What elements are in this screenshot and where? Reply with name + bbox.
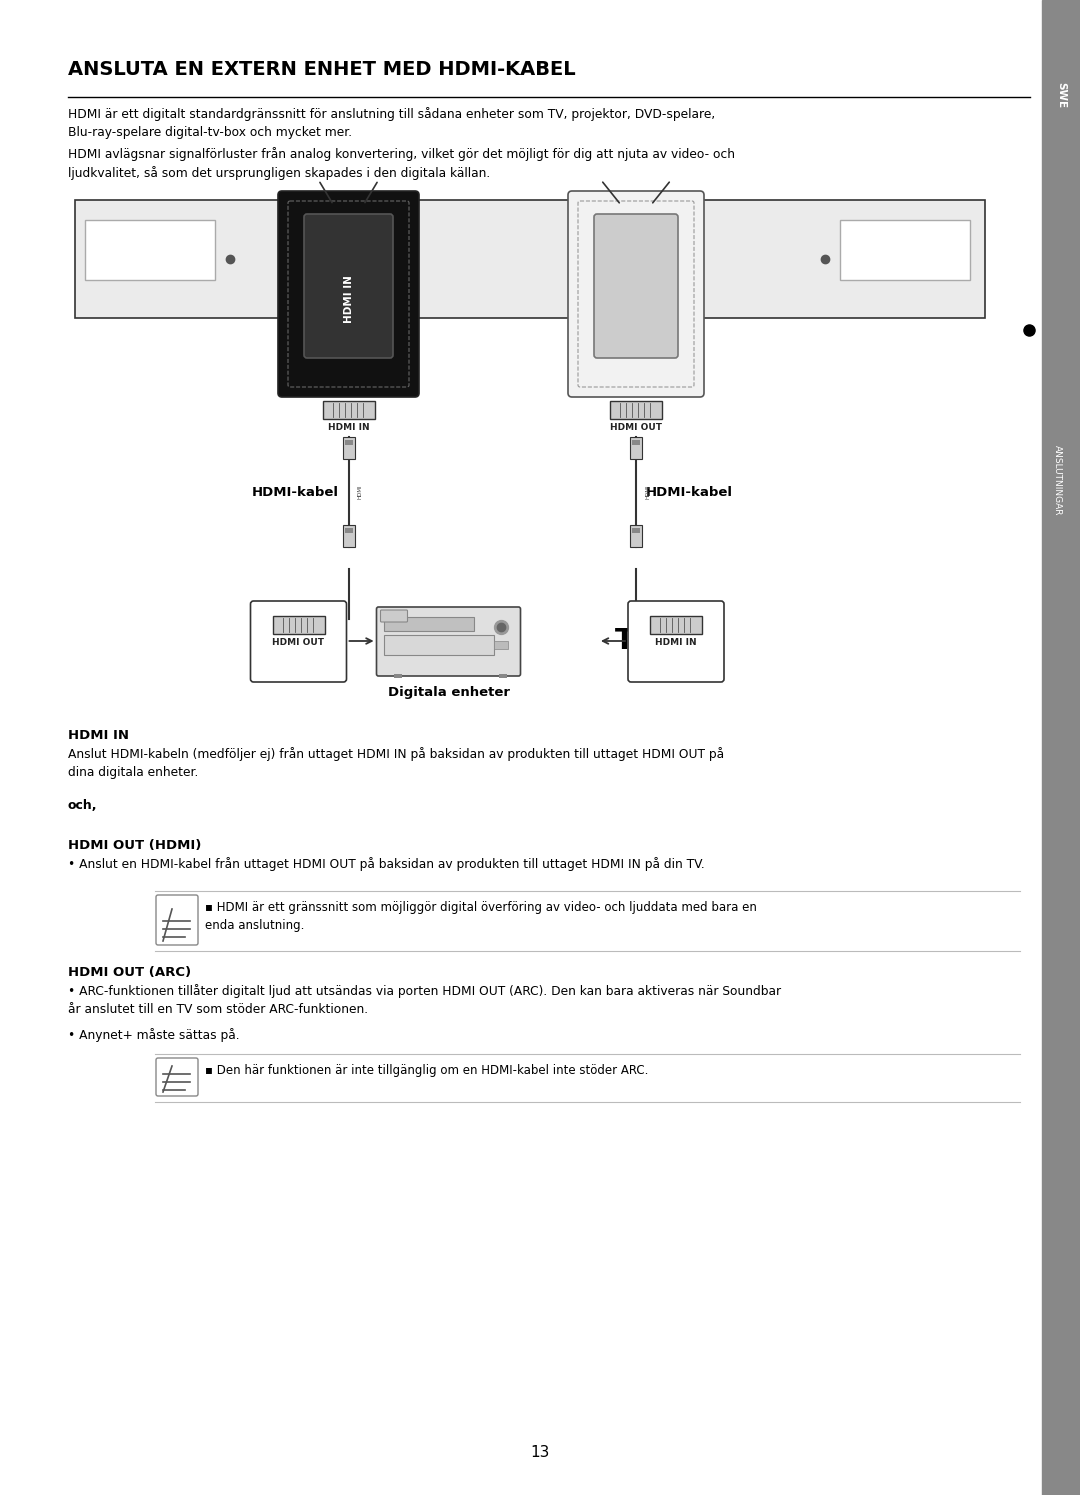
Bar bbox=[345, 440, 352, 446]
Text: och,: och, bbox=[68, 798, 97, 812]
FancyBboxPatch shape bbox=[568, 191, 704, 398]
FancyBboxPatch shape bbox=[251, 601, 347, 682]
Bar bbox=[494, 641, 508, 649]
Text: HDMI avlägsnar signalförluster från analog konvertering, vilket gör det möjligt : HDMI avlägsnar signalförluster från anal… bbox=[68, 147, 735, 181]
Bar bbox=[650, 616, 702, 634]
Text: HDMI OUT: HDMI OUT bbox=[610, 423, 662, 432]
Text: Digitala enheter: Digitala enheter bbox=[388, 686, 510, 700]
FancyBboxPatch shape bbox=[377, 607, 521, 676]
Text: HDMI OUT (HDMI): HDMI OUT (HDMI) bbox=[68, 839, 201, 852]
FancyBboxPatch shape bbox=[156, 896, 198, 945]
Bar bbox=[630, 437, 642, 459]
Bar bbox=[345, 528, 352, 534]
Bar bbox=[632, 528, 640, 534]
Bar bbox=[840, 220, 970, 280]
FancyBboxPatch shape bbox=[578, 200, 694, 387]
Text: TV: TV bbox=[615, 626, 656, 655]
Text: Anslut HDMI-kabeln (medföljer ej) från uttaget HDMI IN på baksidan av produkten : Anslut HDMI-kabeln (medföljer ej) från u… bbox=[68, 748, 724, 779]
Bar bbox=[342, 437, 354, 459]
Text: HDMI: HDMI bbox=[357, 484, 363, 499]
Text: SWE: SWE bbox=[1056, 82, 1066, 108]
Bar bbox=[393, 674, 402, 679]
Bar bbox=[383, 635, 494, 655]
Bar bbox=[272, 616, 324, 634]
Text: ▪ Den här funktionen är inte tillgänglig om en HDMI-kabel inte stöder ARC.: ▪ Den här funktionen är inte tillgänglig… bbox=[205, 1064, 648, 1076]
Text: HDMI IN: HDMI IN bbox=[327, 423, 369, 432]
Bar bbox=[630, 525, 642, 547]
Text: HDMI är ett digitalt standardgränssnitt för anslutning till sådana enheter som T: HDMI är ett digitalt standardgränssnitt … bbox=[68, 108, 715, 139]
Text: 13: 13 bbox=[530, 1446, 550, 1461]
Text: • ARC-funktionen tillåter digitalt ljud att utsändas via porten HDMI OUT (ARC). : • ARC-funktionen tillåter digitalt ljud … bbox=[68, 984, 781, 1017]
Text: HDMI IN: HDMI IN bbox=[343, 275, 353, 323]
FancyBboxPatch shape bbox=[288, 200, 409, 387]
Bar bbox=[632, 440, 640, 446]
Text: HDMI OUT: HDMI OUT bbox=[272, 638, 324, 647]
Text: HDMI OUT (ARC): HDMI OUT (ARC) bbox=[68, 966, 191, 979]
FancyBboxPatch shape bbox=[156, 1058, 198, 1096]
Bar bbox=[85, 220, 215, 280]
Text: ANSLUTNINGAR: ANSLUTNINGAR bbox=[1053, 444, 1062, 516]
Bar bbox=[499, 674, 507, 679]
FancyBboxPatch shape bbox=[627, 601, 724, 682]
Bar bbox=[1042, 0, 1080, 1495]
Text: • Anynet+ måste sättas på.: • Anynet+ måste sättas på. bbox=[68, 1029, 240, 1042]
FancyBboxPatch shape bbox=[278, 191, 419, 398]
Text: HDMI: HDMI bbox=[645, 484, 650, 499]
Text: • Anslut en HDMI-kabel från uttaget HDMI OUT på baksidan av produkten till uttag: • Anslut en HDMI-kabel från uttaget HDMI… bbox=[68, 857, 705, 872]
Bar bbox=[75, 200, 985, 318]
Bar bbox=[383, 617, 473, 631]
Text: HDMI-kabel: HDMI-kabel bbox=[252, 486, 338, 498]
Text: HDMI IN: HDMI IN bbox=[68, 730, 129, 742]
Text: HDMI IN: HDMI IN bbox=[656, 638, 697, 647]
FancyBboxPatch shape bbox=[303, 214, 393, 357]
FancyBboxPatch shape bbox=[594, 214, 678, 357]
Bar bbox=[610, 401, 662, 419]
FancyBboxPatch shape bbox=[380, 610, 407, 622]
Bar bbox=[323, 401, 375, 419]
Text: ANSLUTA EN EXTERN ENHET MED HDMI-KABEL: ANSLUTA EN EXTERN ENHET MED HDMI-KABEL bbox=[68, 60, 576, 79]
Text: ▪ HDMI är ett gränssnitt som möjliggör digital överföring av video- och ljuddata: ▪ HDMI är ett gränssnitt som möjliggör d… bbox=[205, 901, 757, 931]
Bar bbox=[342, 525, 354, 547]
Text: HDMI-kabel: HDMI-kabel bbox=[646, 486, 733, 498]
